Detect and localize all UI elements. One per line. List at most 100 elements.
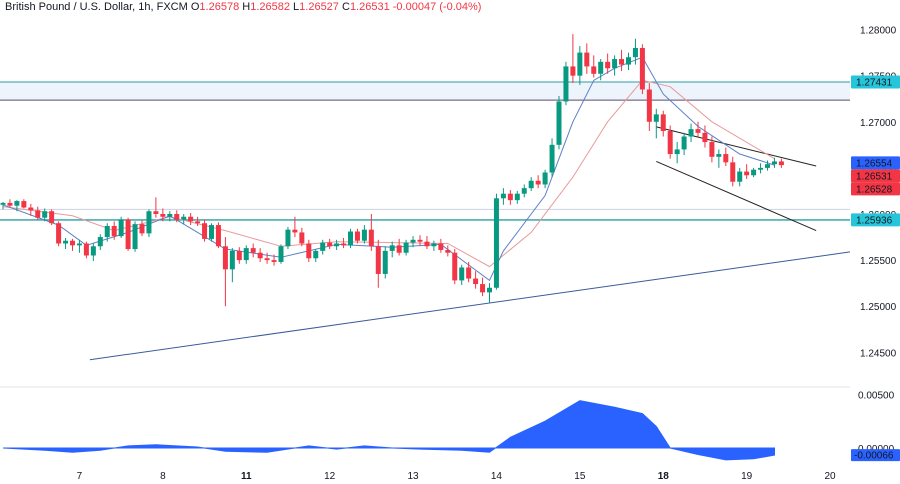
price-badge <box>851 169 900 183</box>
candle-body <box>514 193 520 201</box>
candle-body <box>459 267 465 281</box>
candle-body <box>257 252 263 259</box>
candle-body <box>493 198 499 288</box>
candle-body <box>368 229 374 247</box>
high-value: 1.26582 <box>250 1 290 13</box>
candle-body <box>334 243 340 247</box>
candle-body <box>591 66 597 74</box>
candle-body <box>76 243 82 246</box>
candle-body <box>306 243 312 259</box>
candle-body <box>375 246 381 274</box>
oscillator-badge <box>851 449 900 462</box>
candle-body <box>292 229 298 233</box>
slow-ma-line <box>2 79 775 268</box>
candle-body <box>563 66 569 102</box>
candle-body <box>167 213 173 217</box>
candle-body <box>361 229 367 241</box>
candle-body <box>403 242 409 253</box>
ascending-trendline <box>89 251 851 361</box>
candle-body <box>480 284 486 293</box>
candle-body <box>619 59 625 65</box>
candle-body <box>605 61 611 69</box>
candle-body <box>250 248 256 253</box>
price-badge-label: 1.26528 <box>856 184 893 195</box>
close-label: C <box>341 1 350 13</box>
time-tick-label: 8 <box>160 471 166 482</box>
candle-body <box>118 219 124 237</box>
candle-body <box>765 164 770 168</box>
price-tick-label: 1.27000 <box>860 118 897 129</box>
channel-lower-line <box>656 160 817 232</box>
candle-body <box>424 241 430 247</box>
candle-body <box>639 47 645 90</box>
price-axis[interactable]: 1.280001.275001.270001.265001.260001.255… <box>850 0 900 484</box>
candles <box>0 34 784 307</box>
resistance-zone <box>0 81 850 101</box>
candle-body <box>709 142 715 157</box>
candle-body <box>549 144 555 173</box>
trendlines <box>89 126 851 361</box>
oscillator-badge-label: -0.00066 <box>854 451 894 462</box>
candle-body <box>14 201 20 206</box>
candle-body <box>278 246 284 262</box>
price-tick-label: 1.25000 <box>860 302 897 313</box>
candle-body <box>0 202 6 205</box>
close-value: 1.26531 <box>349 1 390 13</box>
candle-body <box>146 211 152 234</box>
candle-body <box>737 171 743 182</box>
candle-body <box>354 231 360 241</box>
candle-body <box>723 154 729 163</box>
candle-body <box>153 211 159 214</box>
time-tick-label: 7 <box>77 471 83 482</box>
candle-body <box>660 114 666 131</box>
candle-body <box>417 239 423 242</box>
candle-body <box>438 243 444 250</box>
candle-body <box>667 130 673 155</box>
price-tick-label: 1.25500 <box>860 256 897 267</box>
candle-body <box>49 211 55 224</box>
candle-body <box>487 287 492 293</box>
candle-body <box>452 252 458 281</box>
candle-body <box>215 225 221 247</box>
candle-body <box>97 237 103 247</box>
candle-body <box>174 213 180 220</box>
candle-body <box>181 216 187 220</box>
candle-body <box>535 180 541 185</box>
candle-body <box>7 202 13 206</box>
symbol-title: British Pound / U.S. Dollar, 1h, FXCM <box>5 1 188 13</box>
candle-body <box>222 246 228 270</box>
candle-body <box>160 213 166 217</box>
candle-body <box>299 232 305 244</box>
open-label: O <box>190 1 200 13</box>
candle-body <box>500 193 506 199</box>
time-tick-label: 18 <box>658 471 670 482</box>
candle-body <box>111 225 117 237</box>
candle-body <box>236 250 242 261</box>
candle-body <box>445 249 451 253</box>
candle-body <box>320 242 326 251</box>
candle-body <box>264 258 270 261</box>
candle-body <box>348 231 353 246</box>
candle-body <box>702 132 708 143</box>
candle-body <box>271 260 277 262</box>
oscillator-tick-label: 0.00500 <box>858 390 895 401</box>
candle-body <box>584 52 590 67</box>
candle-body <box>139 224 145 234</box>
time-axis[interactable]: 7 8 11 12 13 14 15 18 19 20 <box>77 471 836 482</box>
candle-body <box>695 129 701 133</box>
candle-body <box>528 180 534 189</box>
candle-body <box>56 223 62 244</box>
horizontal-levels <box>0 208 850 221</box>
channel-upper-line <box>656 126 817 167</box>
oscillator-pane <box>0 386 850 461</box>
candle-body <box>341 243 347 246</box>
time-tick-label: 12 <box>324 471 336 482</box>
low-label: L <box>293 1 300 13</box>
time-tick-label: 19 <box>741 471 753 482</box>
candle-body <box>716 154 722 157</box>
candle-body <box>730 162 736 182</box>
candle-body <box>28 207 34 211</box>
candle-body <box>431 243 437 247</box>
candle-body <box>313 250 319 259</box>
